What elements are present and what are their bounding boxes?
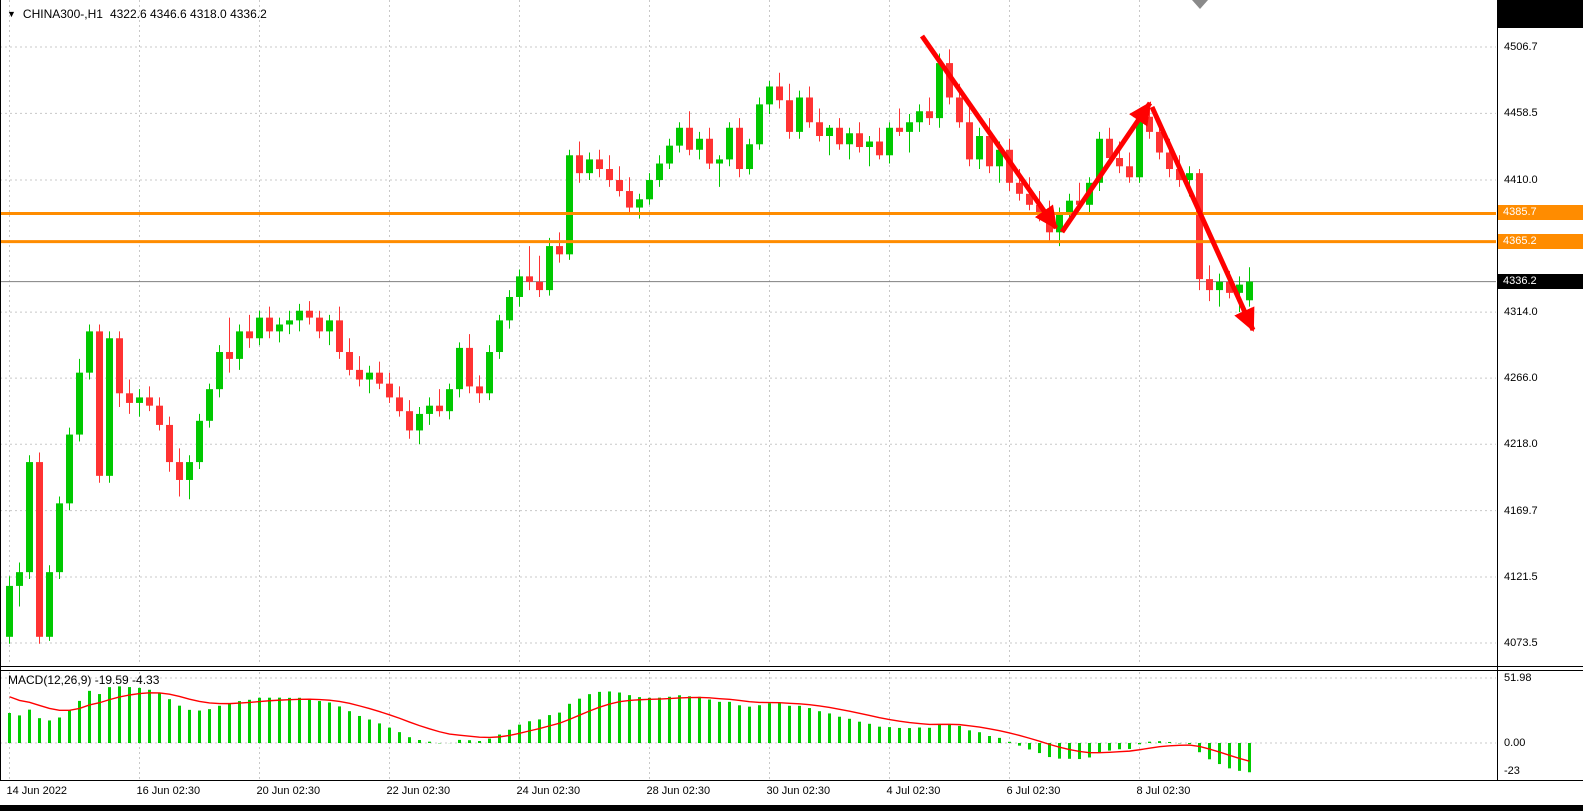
price-tick-label: 4121.5 bbox=[1504, 570, 1538, 583]
time-tick-label: 8 Jul 02:30 bbox=[1136, 785, 1191, 797]
time-tick-label: 28 Jun 02:30 bbox=[646, 785, 711, 797]
top-right-corner-box bbox=[1498, 0, 1583, 28]
price-tick-label: 4073.5 bbox=[1504, 637, 1538, 649]
ohlc-values-label: 4322.6 4346.6 4318.0 4336.2 bbox=[109, 7, 267, 21]
time-tick-label: 24 Jun 02:30 bbox=[516, 785, 581, 797]
trend-arrow[interactable] bbox=[1059, 101, 1153, 234]
price-tick-label: 4506.7 bbox=[1504, 41, 1538, 53]
collapse-triangle-icon[interactable]: ▼ bbox=[7, 9, 16, 19]
time-tick-label: 14 Jun 2022 bbox=[6, 785, 68, 797]
macd-histogram bbox=[8, 686, 1251, 773]
macd-signal-line bbox=[9, 692, 1250, 762]
chart-title: ▼ CHINA300-,H1 4322.6 4346.6 4318.0 4336… bbox=[7, 7, 267, 21]
time-tick-label: 16 Jun 02:30 bbox=[136, 785, 201, 797]
time-tick-label: 20 Jun 02:30 bbox=[256, 785, 321, 797]
macd-tick-label: 0.00 bbox=[1504, 737, 1526, 749]
trend-arrow[interactable] bbox=[919, 34, 1059, 230]
macd-axis[interactable]: 51.98 0.00 -23 bbox=[1498, 672, 1583, 780]
price-tick-label: 4458.5 bbox=[1504, 107, 1538, 120]
price-tick-label: 4314.0 bbox=[1504, 306, 1538, 319]
candles bbox=[6, 49, 1253, 644]
macd-tick-label: -23 bbox=[1504, 765, 1520, 777]
price-tick-label: 4266.0 bbox=[1504, 372, 1538, 385]
macd-tick-label: 51.98 bbox=[1504, 672, 1532, 684]
time-tick-label: 30 Jun 02:30 bbox=[766, 785, 831, 797]
price-axis[interactable]: 4506.7 4458.5 4410.0 4314.0 4266.0 4218.0 4169… bbox=[1498, 0, 1583, 666]
price-tick-label: 4410.0 bbox=[1504, 174, 1538, 187]
bid-price-label: 4336.2 bbox=[1498, 273, 1583, 289]
symbol-period-label: CHINA300-,H1 bbox=[22, 7, 103, 21]
hline-price-label[interactable]: 4365.2 bbox=[1498, 233, 1583, 249]
grid-lines bbox=[0, 0, 1496, 779]
time-tick-label: 4 Jul 02:30 bbox=[886, 785, 941, 797]
time-tick-label: 6 Jul 02:30 bbox=[1006, 785, 1061, 797]
time-axis[interactable]: 14 Jun 2022 16 Jun 02:30 20 Jun 02:30 22 Ju… bbox=[0, 782, 1583, 804]
macd-indicator-label: MACD(12,26,9) -19.59 -4.33 bbox=[8, 673, 160, 687]
chart-shift-marker-icon[interactable] bbox=[1192, 0, 1208, 9]
hline-price-label[interactable]: 4385.7 bbox=[1498, 205, 1583, 221]
price-tick-label: 4218.0 bbox=[1504, 438, 1538, 451]
trend-arrow[interactable] bbox=[1149, 105, 1256, 332]
time-tick-label: 22 Jun 02:30 bbox=[386, 785, 451, 797]
price-tick-label: 4169.7 bbox=[1504, 504, 1538, 517]
